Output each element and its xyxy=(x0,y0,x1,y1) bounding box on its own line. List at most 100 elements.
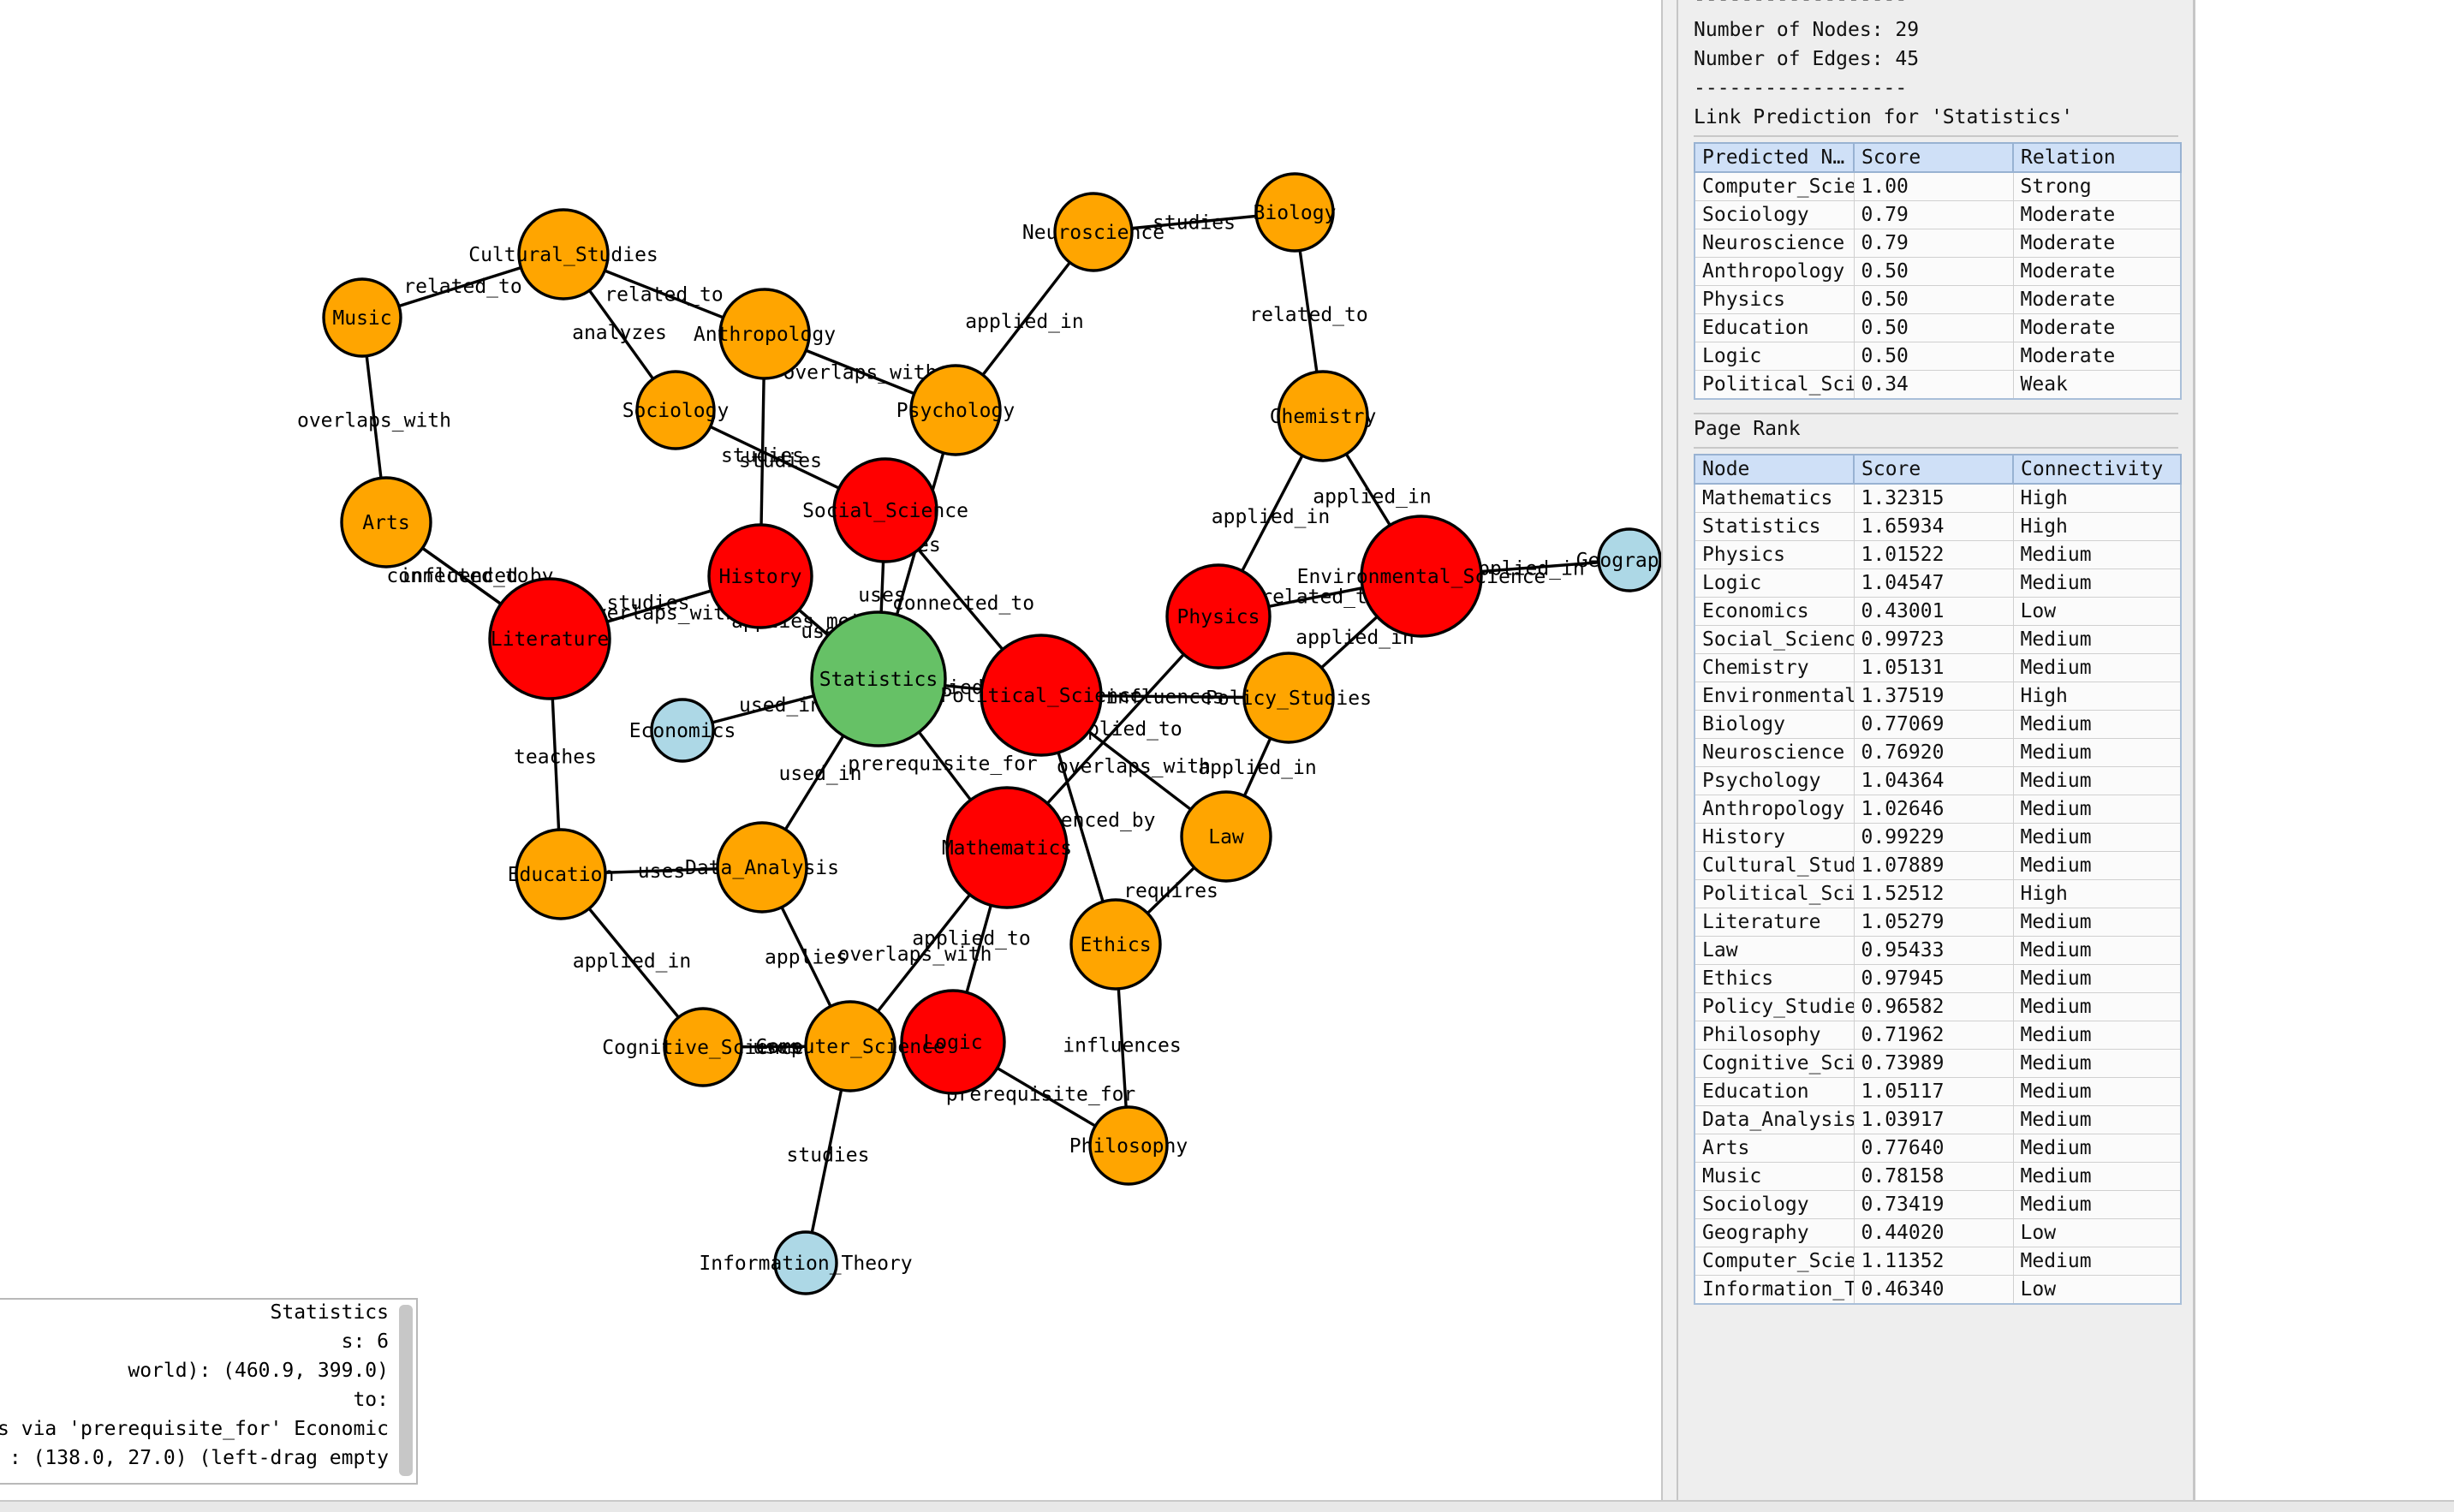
table-row[interactable]: Arts 0.77640 Medium xyxy=(1694,1134,2182,1163)
graph-node[interactable]: Law xyxy=(1180,790,1272,883)
table-row[interactable]: Logic 0.50 Moderate xyxy=(1694,342,2182,371)
graph-node[interactable]: Physics xyxy=(1165,563,1272,670)
column-header-predicted-node[interactable]: Predicted N… xyxy=(1694,142,1855,173)
table-row[interactable]: Music 0.78158 Medium xyxy=(1694,1162,2182,1191)
graph-node[interactable]: Philosophy xyxy=(1069,1105,1188,1186)
node-circle[interactable] xyxy=(650,698,715,763)
column-header-relation[interactable]: Relation xyxy=(2012,142,2182,173)
table-row[interactable]: Data_Analysis 1.03917 Medium xyxy=(1694,1105,2182,1134)
page-rank-table[interactable]: Node Score Connectivity Mathematics 1.323… xyxy=(1694,454,2182,1305)
node-circle[interactable] xyxy=(1597,527,1661,592)
node-circle[interactable] xyxy=(773,1230,838,1295)
table-row[interactable]: Logic 1.04547 Medium xyxy=(1694,568,2182,598)
table-row[interactable]: History 0.99229 Medium xyxy=(1694,823,2182,852)
graph-node[interactable]: Statistics xyxy=(810,610,947,747)
graph-node[interactable]: Logic xyxy=(900,989,1006,1095)
column-header-connectivity[interactable]: Connectivity xyxy=(2012,454,2182,485)
graph-node[interactable]: Mathematics xyxy=(942,786,1072,909)
table-row[interactable]: Literature 1.05279 Medium xyxy=(1694,908,2182,937)
node-circle[interactable] xyxy=(1069,898,1162,991)
table-row[interactable]: Policy_Studies 0.96582 Medium xyxy=(1694,992,2182,1021)
table-row[interactable]: Chemistry 1.05131 Medium xyxy=(1694,653,2182,682)
graph-node[interactable]: History xyxy=(707,523,813,629)
node-circle[interactable] xyxy=(1254,172,1335,253)
graph-node[interactable]: Cultural_Studies xyxy=(468,208,658,301)
node-circle[interactable] xyxy=(980,634,1103,757)
node-circle[interactable] xyxy=(1088,1105,1169,1186)
node-circle[interactable] xyxy=(718,288,811,380)
graph-node[interactable]: Economics xyxy=(629,698,736,763)
table-row[interactable]: Philosophy 0.71962 Medium xyxy=(1694,1021,2182,1050)
table-row[interactable]: Sociology 0.73419 Medium xyxy=(1694,1190,2182,1219)
graph-node[interactable]: Literature xyxy=(488,577,611,700)
node-circle[interactable] xyxy=(340,476,432,568)
splitter-handle[interactable] xyxy=(1661,0,1678,1500)
table-row[interactable]: Law 0.95433 Medium xyxy=(1694,936,2182,965)
node-circle[interactable] xyxy=(488,577,611,700)
graph-node[interactable]: Sociology xyxy=(622,370,730,450)
node-circle[interactable] xyxy=(517,208,610,301)
table-row[interactable]: Neuroscience 0.79 Moderate xyxy=(1694,229,2182,258)
table-row[interactable]: Education 1.05117 Medium xyxy=(1694,1077,2182,1106)
graph-node[interactable]: Anthropology xyxy=(694,288,836,380)
graph-node[interactable]: Education xyxy=(508,828,615,920)
column-header-score[interactable]: Score xyxy=(1853,454,2014,485)
table-row[interactable]: Anthropology 1.02646 Medium xyxy=(1694,795,2182,824)
table-row[interactable]: Economics 0.43001 Low xyxy=(1694,597,2182,626)
node-circle[interactable] xyxy=(909,364,1002,456)
graph-node[interactable]: Neuroscience xyxy=(1022,192,1164,272)
node-circle[interactable] xyxy=(716,821,808,914)
graph-node[interactable]: Biology xyxy=(1254,172,1337,253)
node-circle[interactable] xyxy=(1165,563,1272,670)
node-circle[interactable] xyxy=(832,457,938,563)
graph-node[interactable]: Computer_Science xyxy=(755,1000,945,1092)
node-circle[interactable] xyxy=(635,370,716,450)
node-circle[interactable] xyxy=(515,828,607,920)
table-row[interactable]: Mathematics 1.32315 High xyxy=(1694,483,2182,513)
table-row[interactable]: Statistics 1.65934 High xyxy=(1694,512,2182,541)
table-row[interactable]: Physics 1.01522 Medium xyxy=(1694,540,2182,569)
table-row[interactable]: Ethics 0.97945 Medium xyxy=(1694,964,2182,993)
node-circle[interactable] xyxy=(900,989,1006,1095)
node-circle[interactable] xyxy=(810,610,947,747)
graph-node[interactable]: Social_Science xyxy=(802,457,968,563)
node-circle[interactable] xyxy=(322,277,402,358)
node-circle[interactable] xyxy=(945,786,1069,909)
graph-node[interactable]: Ethics xyxy=(1069,898,1162,991)
graph-node[interactable]: Information_Theory xyxy=(699,1230,913,1295)
graph-node[interactable]: Arts xyxy=(340,476,432,568)
table-row[interactable]: Psychology 1.04364 Medium xyxy=(1694,766,2182,795)
graph-node[interactable]: Data_Analysis xyxy=(685,821,839,914)
graph-node[interactable]: Cognitive_Science xyxy=(602,1007,804,1087)
graph-node[interactable]: Policy_Studies xyxy=(1206,652,1372,744)
selection-info-box[interactable]: Statistics s: 6 world): (460.9, 399.0) t… xyxy=(0,1298,418,1485)
graph-node[interactable]: Political_Science xyxy=(940,634,1142,757)
graph-node[interactable]: Music xyxy=(322,277,402,358)
column-header-score[interactable]: Score xyxy=(1853,142,2014,173)
node-circle[interactable] xyxy=(804,1000,896,1092)
table-row[interactable]: Biology 0.77069 Medium xyxy=(1694,710,2182,739)
node-circle[interactable] xyxy=(1053,192,1134,272)
table-row[interactable]: Neuroscience 0.76920 Medium xyxy=(1694,738,2182,767)
graph-node[interactable]: Geography xyxy=(1576,527,1661,592)
table-row[interactable]: Geography 0.44020 Low xyxy=(1694,1218,2182,1247)
knowledge-graph[interactable]: related_tooverlaps_withrelated_toanalyze… xyxy=(0,0,1661,1500)
node-circle[interactable] xyxy=(663,1007,743,1087)
info-scrollbar[interactable] xyxy=(399,1305,413,1476)
node-circle[interactable] xyxy=(1277,370,1369,462)
table-row[interactable]: Social_Science 0.99723 Medium xyxy=(1694,625,2182,654)
node-circle[interactable] xyxy=(1242,652,1335,744)
table-row[interactable]: Physics 0.50 Moderate xyxy=(1694,285,2182,314)
node-circle[interactable] xyxy=(1360,515,1483,638)
graph-node[interactable]: Environmental_Science xyxy=(1297,515,1546,638)
table-row[interactable]: Anthropology 0.50 Moderate xyxy=(1694,257,2182,286)
node-circle[interactable] xyxy=(1180,790,1272,883)
